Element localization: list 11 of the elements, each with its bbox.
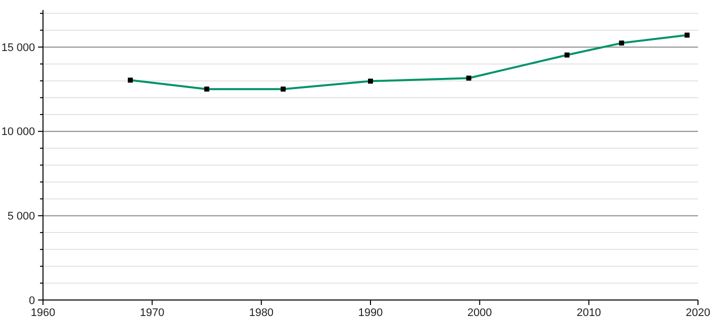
y-tick-label: 15 000 [1,42,35,54]
x-tick-label: 1960 [30,307,56,319]
x-tick-label: 1990 [358,307,383,319]
x-tick-label: 2020 [686,307,710,319]
y-tick-label: 10 000 [1,126,35,138]
x-tick-label: 2010 [576,307,602,319]
x-tick-label: 1970 [140,307,164,319]
y-tick-label: 5 000 [7,210,35,223]
x-tick-label: 1980 [249,307,274,319]
y-tick-label: 0 [28,294,35,307]
x-tick-label: 2000 [467,307,492,319]
